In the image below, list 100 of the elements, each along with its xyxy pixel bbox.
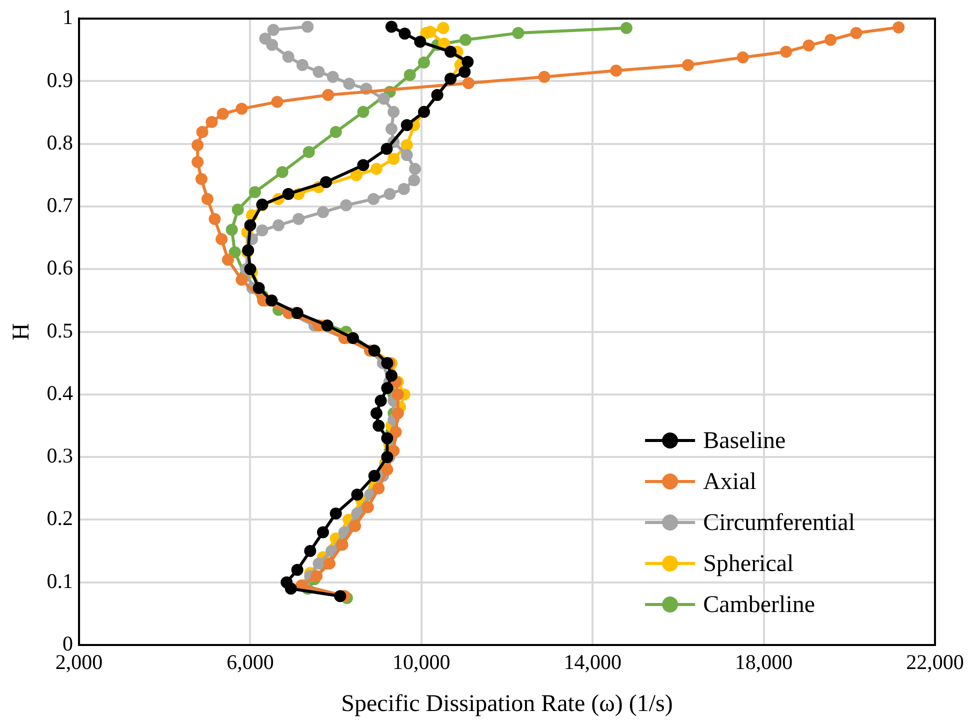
point bbox=[384, 188, 396, 200]
point bbox=[458, 66, 471, 78]
point bbox=[192, 156, 204, 168]
point bbox=[244, 263, 256, 276]
y-tick-label: 0.2 bbox=[46, 506, 74, 530]
point bbox=[252, 282, 265, 294]
point bbox=[302, 146, 315, 158]
y-tick-label: 1 bbox=[62, 5, 74, 30]
point bbox=[462, 56, 474, 68]
point bbox=[362, 501, 374, 514]
point bbox=[418, 56, 430, 68]
legend-label: Spherical bbox=[703, 550, 794, 577]
point bbox=[259, 32, 272, 45]
point bbox=[385, 122, 398, 135]
point bbox=[216, 108, 229, 120]
point bbox=[292, 213, 305, 226]
point bbox=[232, 204, 244, 216]
point bbox=[244, 219, 256, 232]
point bbox=[271, 96, 284, 108]
y-tick-label: 0.4 bbox=[46, 380, 74, 405]
point bbox=[388, 152, 400, 165]
point bbox=[349, 520, 362, 532]
point bbox=[370, 407, 382, 420]
y-tick-label: 0.8 bbox=[46, 130, 74, 154]
x-tick-label: 18,000 bbox=[734, 650, 793, 674]
point bbox=[316, 206, 329, 218]
point bbox=[850, 27, 862, 40]
point bbox=[222, 254, 234, 266]
point bbox=[372, 482, 385, 494]
legend-label: Circumferential bbox=[703, 510, 856, 536]
point bbox=[282, 50, 294, 63]
point bbox=[398, 182, 410, 195]
y-tick-label: 0.3 bbox=[46, 444, 74, 468]
point bbox=[400, 139, 413, 152]
point bbox=[367, 193, 380, 206]
point bbox=[330, 126, 342, 138]
y-axis-title: H bbox=[8, 323, 35, 340]
point bbox=[304, 545, 316, 558]
point bbox=[282, 188, 294, 200]
point bbox=[310, 570, 323, 582]
point bbox=[388, 106, 400, 118]
point bbox=[280, 576, 293, 588]
point bbox=[236, 274, 248, 286]
point bbox=[320, 176, 332, 188]
point bbox=[208, 213, 221, 226]
point bbox=[404, 68, 416, 81]
point bbox=[228, 246, 241, 258]
point bbox=[201, 193, 214, 206]
point bbox=[296, 58, 308, 71]
point bbox=[736, 51, 749, 64]
point bbox=[392, 407, 404, 420]
point bbox=[346, 332, 359, 344]
point bbox=[192, 139, 204, 152]
point bbox=[460, 34, 472, 46]
point bbox=[350, 169, 362, 182]
point bbox=[321, 320, 334, 332]
point bbox=[195, 172, 208, 185]
point bbox=[392, 388, 404, 400]
point bbox=[370, 162, 382, 175]
point bbox=[326, 70, 339, 83]
point bbox=[824, 34, 837, 46]
point bbox=[267, 24, 280, 36]
point bbox=[444, 46, 457, 58]
y-tick-label: 0.6 bbox=[46, 256, 74, 280]
point bbox=[248, 186, 261, 198]
point bbox=[398, 28, 411, 40]
point bbox=[312, 66, 325, 78]
point bbox=[414, 36, 426, 48]
point bbox=[462, 77, 475, 90]
point bbox=[322, 89, 334, 102]
y-tick-label: 0.7 bbox=[46, 193, 74, 218]
point bbox=[892, 21, 905, 34]
point bbox=[368, 470, 380, 482]
point bbox=[400, 119, 413, 132]
x-tick-label: 6,000 bbox=[226, 650, 274, 674]
point bbox=[437, 22, 450, 34]
point bbox=[216, 233, 228, 246]
point bbox=[276, 166, 288, 178]
point bbox=[206, 116, 218, 128]
point bbox=[196, 126, 208, 138]
point bbox=[610, 64, 622, 77]
point bbox=[802, 40, 815, 52]
point bbox=[372, 420, 385, 432]
point bbox=[343, 78, 356, 90]
point bbox=[378, 92, 390, 105]
point bbox=[266, 294, 278, 306]
point bbox=[226, 224, 238, 236]
point bbox=[340, 199, 352, 212]
point bbox=[400, 149, 413, 162]
point bbox=[409, 162, 422, 175]
point bbox=[334, 590, 346, 602]
point bbox=[351, 488, 364, 501]
point bbox=[312, 558, 325, 570]
x-axis-title: Specific Dissipation Rate (ω) (1/s) bbox=[341, 690, 673, 717]
y-tick-label: 0.5 bbox=[46, 318, 74, 342]
point bbox=[512, 27, 524, 40]
legend-label: Axial bbox=[703, 468, 757, 495]
legend-label: Baseline bbox=[703, 428, 786, 454]
point bbox=[374, 394, 387, 407]
point bbox=[682, 58, 694, 71]
